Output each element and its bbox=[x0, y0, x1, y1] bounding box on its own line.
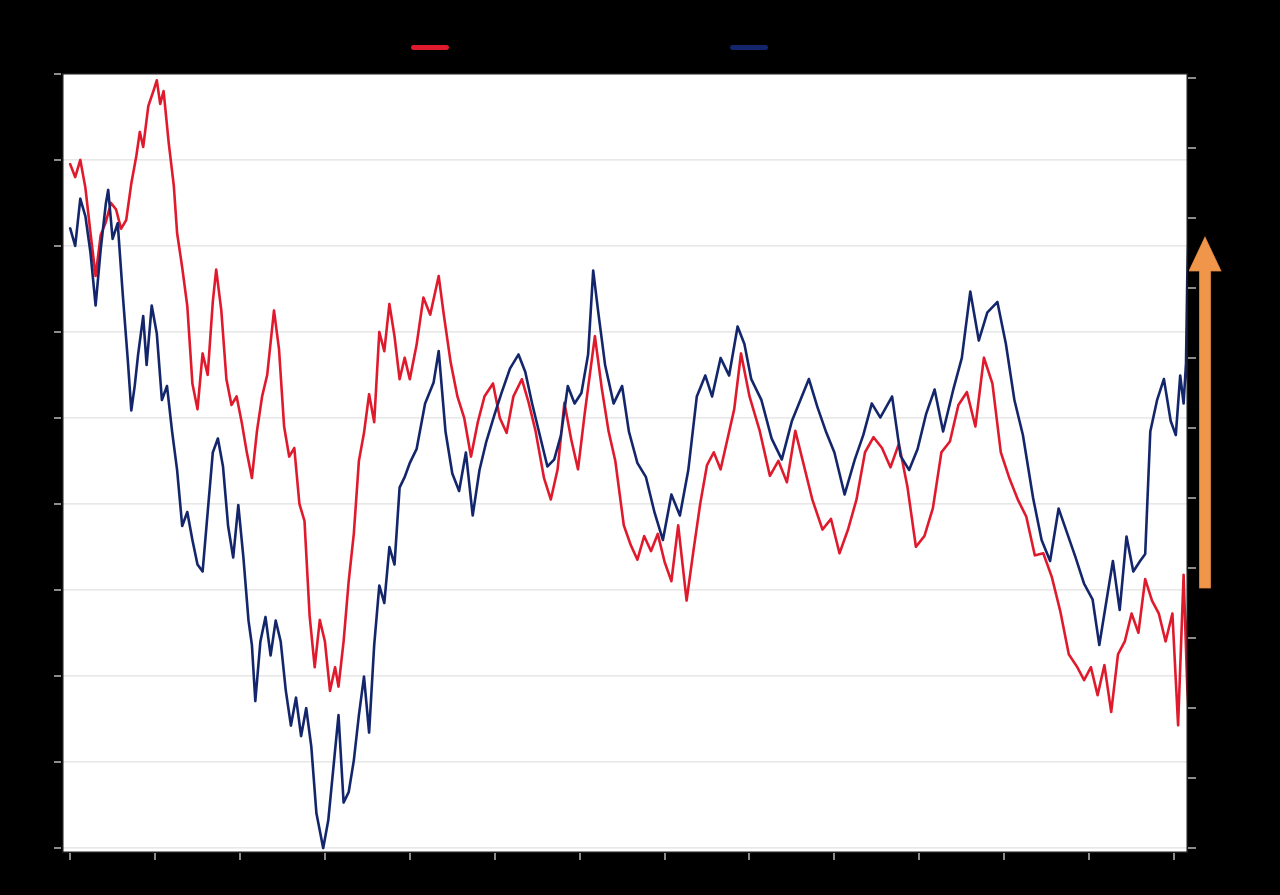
nzdusd-line-swatch-icon bbox=[411, 45, 450, 50]
x-axis-tick-label: Oct 24 bbox=[979, 859, 1030, 878]
x-axis-tick-label: Jul 24 bbox=[896, 859, 942, 878]
right-axis-tick-label: 1.0800 bbox=[1212, 418, 1264, 438]
left-axis-tick bbox=[54, 502, 61, 505]
right-axis-tick-label: 1.0400 bbox=[1212, 558, 1264, 578]
eurusd-line-swatch-icon bbox=[730, 45, 769, 50]
x-axis-tick-label: Oct 23 bbox=[639, 859, 690, 878]
left-axis-tick-label: 0.62 bbox=[12, 408, 46, 428]
eurusd-line-series bbox=[68, 188, 1188, 850]
right-axis-tick-label: 1.1800 bbox=[1212, 68, 1264, 88]
x-axis-tick bbox=[323, 853, 326, 860]
legend-item-nzdusd: NZD/USD bbox=[411, 36, 548, 59]
left-axis-tick bbox=[54, 416, 61, 419]
left-axis-tick bbox=[54, 760, 61, 763]
x-axis-tick bbox=[918, 853, 921, 860]
x-axis-tick bbox=[493, 853, 496, 860]
up-arrow-shape bbox=[1188, 236, 1222, 589]
right-axis-tick-label: 1.0600 bbox=[1212, 488, 1264, 508]
legend-item-eurusd: EUR/USD bbox=[730, 36, 869, 59]
right-axis-tick bbox=[1188, 847, 1196, 850]
right-axis-tick-label: 0.9600 bbox=[1212, 838, 1264, 858]
x-axis-tick bbox=[238, 853, 241, 860]
x-axis-tick bbox=[578, 853, 581, 860]
chart-legend: NZD/USD EUR/USD bbox=[0, 36, 1280, 59]
left-axis-tick-label: 0.64 bbox=[12, 322, 46, 342]
up-arrow-annotation bbox=[1188, 235, 1222, 590]
left-axis-tick-label: 0.66 bbox=[12, 236, 46, 256]
legend-label-eurusd: EUR/USD bbox=[777, 36, 869, 58]
right-axis-tick bbox=[1188, 497, 1196, 499]
right-axis-tick-label: 1.0000 bbox=[1212, 698, 1264, 718]
x-axis-tick-label: Apr 22 bbox=[130, 859, 181, 878]
right-axis-tick bbox=[1188, 76, 1196, 79]
right-axis-tick bbox=[1188, 777, 1196, 780]
right-axis-tick bbox=[1188, 146, 1196, 149]
left-axis-tick bbox=[54, 244, 61, 247]
legend-label-nzdusd: NZD/USD bbox=[458, 36, 549, 58]
x-axis-tick bbox=[1088, 853, 1091, 860]
left-axis-tick-label: 0.60 bbox=[12, 494, 46, 514]
x-axis-tick-label: Apr 25 bbox=[1149, 859, 1200, 878]
up-arrow-icon bbox=[1188, 236, 1222, 589]
right-axis-tick-label: 1.1600 bbox=[1212, 138, 1264, 158]
x-axis-tick bbox=[69, 853, 72, 860]
right-axis-tick bbox=[1188, 707, 1196, 710]
right-axis-tick bbox=[1188, 426, 1196, 429]
left-axis-tick bbox=[54, 158, 61, 161]
x-axis-tick-label: Jul 23 bbox=[556, 859, 603, 878]
right-axis-tick-label: 1.0200 bbox=[1212, 628, 1264, 648]
x-axis-tick-label: Jan 22 bbox=[44, 859, 96, 878]
x-axis-tick bbox=[1173, 853, 1176, 860]
right-axis-tick bbox=[1188, 567, 1196, 570]
left-axis-tick bbox=[54, 72, 61, 75]
right-axis-tick-label: 0.9800 bbox=[1212, 768, 1264, 788]
left-axis-tick bbox=[54, 674, 61, 677]
x-axis-tick-label: Jul 22 bbox=[217, 859, 263, 878]
right-axis-tick bbox=[1188, 216, 1196, 219]
right-axis-tick bbox=[1188, 286, 1196, 289]
x-axis-tick-label: Jan 24 bbox=[723, 859, 775, 878]
left-axis-tick bbox=[54, 846, 61, 849]
left-axis-tick-label: 0.52 bbox=[12, 838, 46, 858]
left-axis-tick bbox=[54, 588, 61, 591]
right-axis-tick bbox=[1188, 637, 1196, 640]
x-axis-tick-label: Jan 25 bbox=[1063, 859, 1115, 878]
plot-area bbox=[62, 73, 1188, 853]
chart-svg bbox=[62, 73, 1188, 853]
left-axis-tick-label: 0.56 bbox=[12, 666, 46, 686]
x-axis-tick bbox=[154, 853, 157, 860]
right-axis-tick-label: 1.1200 bbox=[1212, 278, 1264, 298]
plot-border bbox=[62, 73, 1188, 853]
x-axis-tick-label: Apr 23 bbox=[469, 859, 520, 878]
x-axis-tick bbox=[748, 853, 751, 860]
x-axis-tick-label: Apr 24 bbox=[809, 859, 860, 878]
left-axis-tick-label: 0.54 bbox=[12, 752, 46, 772]
left-axis-tick bbox=[54, 330, 61, 333]
x-axis-tick bbox=[1003, 853, 1006, 860]
right-axis-tick-label: 1.1000 bbox=[1212, 348, 1264, 368]
x-axis-tick-label: Oct 22 bbox=[299, 859, 350, 878]
right-axis-tick-label: 1.1400 bbox=[1212, 208, 1264, 228]
x-axis-tick bbox=[833, 853, 836, 860]
x-axis-tick bbox=[408, 853, 411, 860]
left-axis-tick-label: 0.58 bbox=[12, 580, 46, 600]
right-axis-tick bbox=[1188, 356, 1196, 359]
x-axis-tick-label: Jan 23 bbox=[384, 859, 436, 878]
left-axis-tick-label: 0.70 bbox=[12, 64, 46, 84]
nzdusd-line-series bbox=[68, 79, 1188, 727]
left-axis-tick-label: 0.68 bbox=[12, 150, 46, 170]
x-axis-tick bbox=[663, 853, 666, 860]
